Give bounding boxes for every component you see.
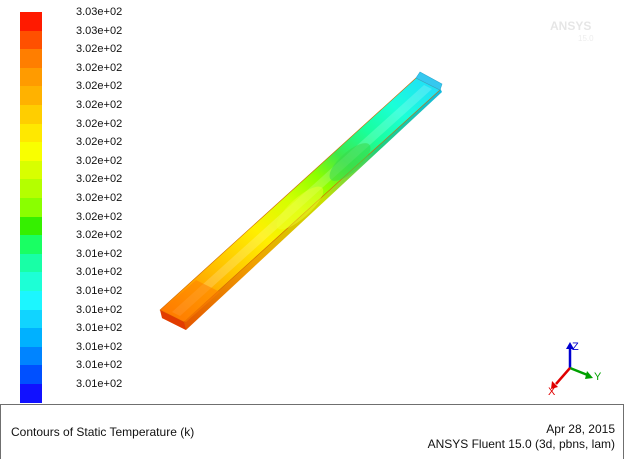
colorbar-tick-label: 3.01e+02 [76, 266, 123, 279]
colorbar-tick-label: 3.03e+02 [76, 24, 123, 37]
colorbar-tick-label: 3.01e+02 [76, 322, 123, 335]
channel-groove [172, 85, 432, 316]
colorbar-swatch [20, 328, 42, 347]
colorbar-tick-label: 3.02e+02 [76, 61, 123, 74]
colorbar-tick-label: 3.02e+02 [76, 154, 123, 167]
colorbar-swatch [20, 86, 42, 105]
colorbar-tick-label: 3.01e+02 [76, 285, 123, 297]
z-axis-label: Z [572, 341, 579, 353]
colorbar-swatch [20, 30, 42, 50]
colorbar-swatch [20, 105, 42, 124]
colorbar-tick-label: 3.01e+02 [76, 303, 123, 316]
colorbar-swatch [20, 235, 42, 254]
plot-title: Contours of Static Temperature (k) [11, 425, 195, 439]
svg-text:15.0: 15.0 [578, 34, 594, 43]
channel-end-wall [415, 71, 443, 91]
channel-inlet-face [160, 310, 186, 330]
colorbar-swatch [20, 142, 42, 161]
watermark-text: ANSYS [550, 19, 591, 33]
colorbar-tick-label: 3.02e+02 [76, 80, 123, 93]
colorbar-tick-label: 3.02e+02 [76, 173, 123, 186]
colorbar-tick-label: 3.01e+02 [76, 247, 123, 260]
colorbar-tick-label: 3.01e+02 [76, 340, 123, 353]
x-axis-label: X [548, 386, 556, 396]
colorbar-tick-label: 3.01e+02 [76, 378, 123, 390]
colorbar-tick-label: 3.02e+02 [76, 210, 123, 223]
colorbar-swatch [20, 67, 42, 87]
plot-date: Apr 28, 2015 [546, 422, 615, 436]
colorbar-swatch [20, 272, 42, 291]
colorbar-swatch [20, 123, 42, 143]
colorbar-tick-label: 3.03e+02 [76, 6, 123, 18]
axis-triad: Z Y X [548, 341, 602, 396]
colorbar-swatch [20, 216, 42, 236]
x-axis-icon [555, 367, 571, 385]
graphics-viewport[interactable]: 3.03e+02 3.03e+02 3.02e+02 3.02e+02 3.02e+02… [0, 0, 625, 403]
plot-caption-bar: Contours of Static Temperature (k) Apr 2… [0, 404, 624, 459]
colorbar-swatch [20, 253, 42, 273]
colorbar-tick-label: 3.02e+02 [76, 229, 123, 242]
colorbar-swatch [20, 291, 42, 310]
contour-plot-model[interactable] [150, 70, 460, 350]
colorbar-tick-label: 3.02e+02 [76, 192, 123, 204]
y-axis-label: Y [594, 371, 602, 383]
colorbar-swatch [20, 198, 42, 217]
colorbar-swatch [20, 365, 42, 384]
ansys-watermark-logo: ANSYS 15.0 [550, 19, 594, 43]
colorbar-swatch [20, 384, 42, 403]
colorbar-swatch [20, 179, 42, 198]
solver-info: ANSYS Fluent 15.0 (3d, pbns, lam) [427, 437, 615, 451]
colorbar-swatch [20, 12, 42, 31]
colorbar-swatch [20, 49, 42, 68]
colorbar-swatch [20, 309, 42, 329]
colorbar-swatch [20, 346, 42, 366]
colorbar-tick-label: 3.01e+02 [76, 359, 123, 372]
colorbar-tick-label: 3.02e+02 [76, 136, 123, 149]
colorbar-tick-label: 3.02e+02 [76, 117, 123, 130]
colorbar-tick-label: 3.02e+02 [76, 99, 123, 111]
colorbar-swatch [20, 160, 42, 180]
colorbar-tick-label: 3.02e+02 [76, 43, 123, 56]
